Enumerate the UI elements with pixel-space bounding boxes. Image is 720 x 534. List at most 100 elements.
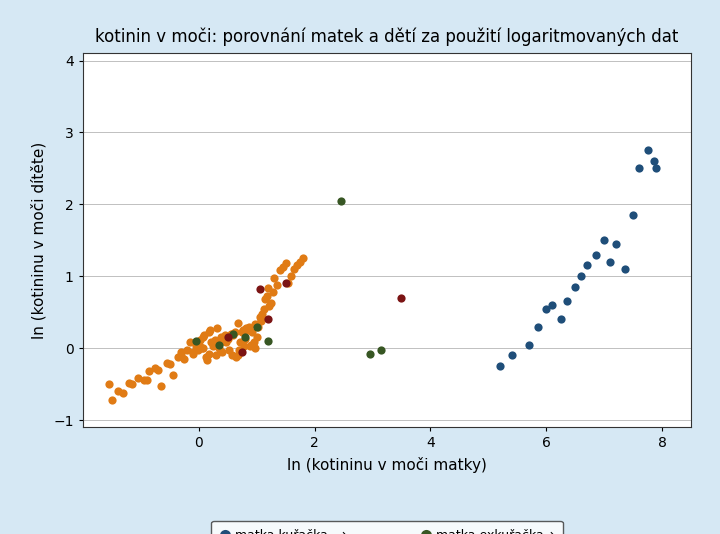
Point — [228, 329, 239, 338]
Point — [156, 381, 167, 390]
Point — [210, 351, 222, 359]
Point — [251, 333, 262, 342]
Point — [190, 342, 202, 350]
Point — [642, 146, 654, 155]
Point — [263, 336, 274, 345]
Point — [541, 304, 552, 313]
Point — [651, 164, 662, 172]
Point — [235, 338, 246, 347]
Point — [213, 344, 225, 352]
Point — [187, 348, 199, 356]
Point — [144, 367, 156, 375]
Point — [250, 320, 261, 328]
Point — [634, 164, 645, 172]
Point — [236, 327, 248, 336]
Point — [207, 342, 219, 350]
Point — [233, 345, 245, 354]
Point — [252, 323, 264, 331]
Point — [176, 348, 187, 356]
Point — [242, 326, 253, 334]
Point — [196, 344, 207, 352]
Point — [215, 336, 226, 345]
Point — [532, 323, 544, 331]
Point — [248, 338, 259, 347]
Point — [523, 340, 535, 349]
Point — [263, 284, 274, 293]
Y-axis label: ln (kotininu v moči dítěte): ln (kotininu v moči dítěte) — [31, 142, 46, 339]
Point — [648, 157, 660, 166]
Point — [203, 350, 215, 358]
Point — [263, 315, 274, 324]
Point — [258, 304, 269, 313]
Point — [112, 387, 123, 396]
Point — [217, 336, 229, 345]
Legend: matka kuřačka  →, matka příležitostná kuřačka¶, matka exkuřačka→, matka nekuřačk: matka kuřačka →, matka příležitostná kuř… — [211, 521, 563, 534]
Point — [618, 265, 630, 273]
Point — [197, 333, 209, 342]
Point — [117, 388, 129, 397]
Point — [289, 265, 300, 273]
Point — [164, 360, 176, 368]
X-axis label: ln (kotininu v moči matky): ln (kotininu v moči matky) — [287, 457, 487, 473]
Point — [221, 338, 233, 347]
Point — [246, 327, 258, 336]
Point — [227, 351, 238, 359]
Point — [255, 315, 266, 324]
Point — [364, 350, 375, 358]
Point — [226, 329, 238, 338]
Point — [232, 351, 243, 359]
Point — [197, 344, 209, 352]
Point — [240, 324, 252, 332]
Point — [229, 328, 240, 336]
Point — [215, 333, 227, 342]
Point — [546, 301, 558, 309]
Point — [294, 257, 306, 266]
Point — [230, 352, 242, 361]
Point — [244, 342, 256, 350]
Point — [187, 350, 199, 358]
Point — [277, 263, 289, 271]
Point — [266, 299, 277, 307]
Point — [269, 273, 280, 282]
Point — [200, 352, 212, 361]
Point — [194, 335, 206, 344]
Point — [223, 345, 235, 354]
Point — [212, 324, 223, 332]
Point — [555, 315, 567, 324]
Point — [238, 326, 249, 334]
Point — [245, 340, 256, 349]
Point — [256, 317, 267, 325]
Point — [251, 323, 262, 331]
Point — [610, 240, 621, 248]
Point — [297, 254, 309, 263]
Point — [132, 374, 143, 382]
Point — [184, 338, 196, 347]
Point — [292, 261, 303, 270]
Point — [179, 355, 190, 363]
Point — [190, 336, 202, 345]
Point — [219, 331, 230, 340]
Point — [590, 250, 601, 259]
Point — [203, 328, 215, 336]
Point — [253, 313, 265, 321]
Point — [202, 356, 213, 365]
Point — [561, 297, 572, 305]
Point — [253, 285, 265, 294]
Point — [216, 348, 228, 356]
Point — [173, 352, 184, 361]
Point — [264, 302, 275, 311]
Point — [213, 340, 225, 349]
Point — [506, 351, 518, 359]
Point — [286, 272, 297, 280]
Point — [239, 333, 251, 342]
Point — [204, 326, 216, 334]
Point — [123, 379, 135, 387]
Point — [494, 362, 505, 371]
Point — [220, 333, 232, 342]
Point — [228, 331, 239, 340]
Point — [256, 309, 268, 318]
Point — [161, 358, 173, 367]
Point — [103, 380, 114, 388]
Point — [259, 295, 271, 303]
Point — [141, 376, 153, 384]
